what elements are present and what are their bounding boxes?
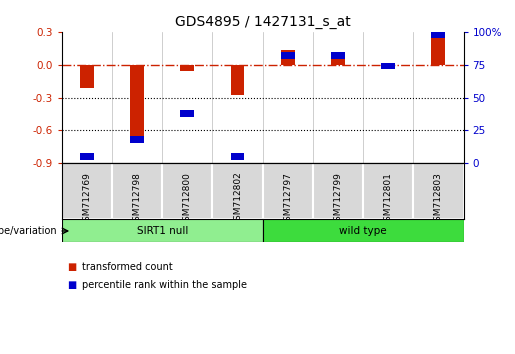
Text: SIRT1 null: SIRT1 null [136, 226, 188, 236]
Text: ■: ■ [67, 280, 76, 290]
FancyBboxPatch shape [263, 219, 464, 242]
Bar [180, 110, 194, 116]
Text: GSM712797: GSM712797 [283, 172, 292, 227]
FancyBboxPatch shape [162, 163, 212, 219]
Text: wild type: wild type [339, 226, 387, 236]
Bar [180, 65, 194, 71]
Text: GSM712799: GSM712799 [334, 172, 342, 227]
Text: GSM712803: GSM712803 [434, 172, 443, 227]
FancyBboxPatch shape [263, 163, 313, 219]
Text: genotype/variation: genotype/variation [0, 226, 57, 236]
Text: GSM712801: GSM712801 [384, 172, 392, 227]
FancyBboxPatch shape [62, 219, 263, 242]
Text: ■: ■ [67, 262, 76, 272]
Text: GSM712802: GSM712802 [233, 172, 242, 227]
FancyBboxPatch shape [212, 163, 263, 219]
Bar [432, 31, 445, 38]
Bar [231, 65, 245, 95]
Text: GSM712769: GSM712769 [82, 172, 91, 227]
Bar [80, 153, 94, 160]
FancyBboxPatch shape [363, 163, 413, 219]
Text: percentile rank within the sample: percentile rank within the sample [82, 280, 247, 290]
FancyBboxPatch shape [112, 163, 162, 219]
Text: GSM712798: GSM712798 [133, 172, 142, 227]
Bar [80, 65, 94, 88]
Bar [130, 136, 144, 143]
Bar [381, 63, 395, 69]
Text: GSM712800: GSM712800 [183, 172, 192, 227]
FancyBboxPatch shape [313, 163, 363, 219]
Title: GDS4895 / 1427131_s_at: GDS4895 / 1427131_s_at [175, 16, 351, 29]
Bar [432, 32, 445, 65]
Text: transformed count: transformed count [82, 262, 173, 272]
Bar [281, 52, 295, 59]
Bar [381, 63, 395, 65]
FancyBboxPatch shape [413, 163, 464, 219]
FancyBboxPatch shape [62, 163, 112, 219]
Bar [331, 52, 345, 59]
Bar [331, 52, 345, 65]
Bar [231, 153, 245, 160]
Bar [281, 51, 295, 65]
Bar [130, 65, 144, 143]
